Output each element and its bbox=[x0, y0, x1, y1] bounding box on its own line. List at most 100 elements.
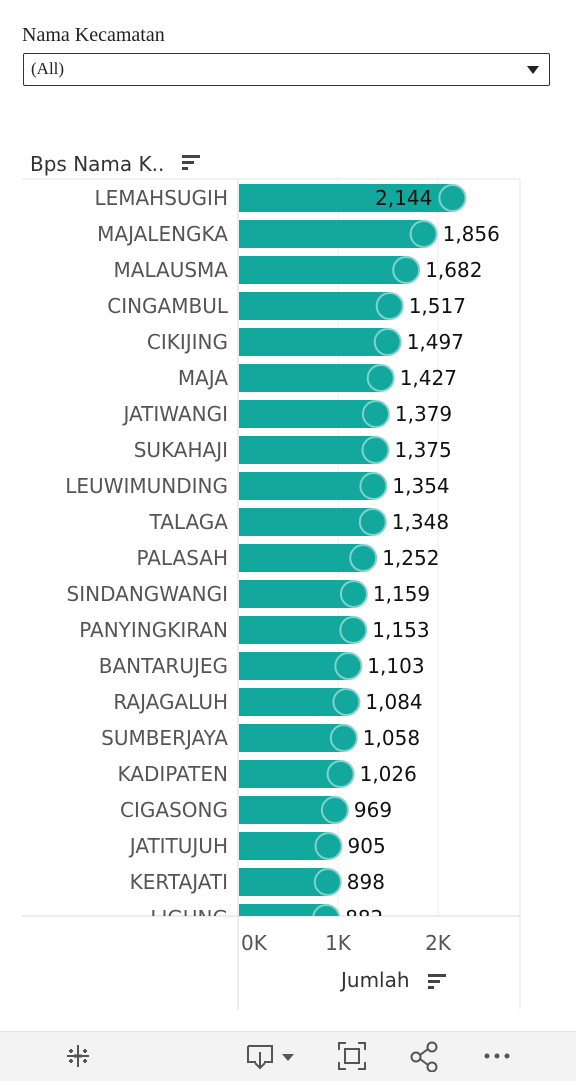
bar-end-marker bbox=[392, 256, 421, 284]
category-label: SUMBERJAYA bbox=[101, 726, 228, 750]
category-label: PANYINGKIRAN bbox=[79, 618, 228, 642]
category-label: CIGASONG bbox=[120, 798, 228, 822]
bar bbox=[239, 688, 347, 716]
bar bbox=[239, 580, 354, 608]
bar-chart: LEMAHSUGIH 2,144 MAJALENGKA 1,856 MALAUSMA 1,… bbox=[22, 178, 521, 1010]
bar-end-marker bbox=[361, 436, 390, 464]
more-icon[interactable] bbox=[482, 1040, 514, 1072]
sort-descending-icon-axis[interactable] bbox=[428, 973, 448, 991]
toolbar bbox=[0, 1031, 576, 1081]
category-label: PALASAH bbox=[136, 546, 228, 570]
category-label: LEMAHSUGIH bbox=[94, 186, 228, 210]
value-label: 1,354 bbox=[392, 474, 449, 498]
bar-end-marker bbox=[349, 544, 378, 572]
bar-end-marker bbox=[409, 220, 438, 248]
bar bbox=[239, 508, 373, 536]
bar-end-marker bbox=[373, 328, 402, 356]
bar-end-marker bbox=[375, 292, 404, 320]
value-label: 1,427 bbox=[400, 366, 457, 390]
value-label: 1,084 bbox=[365, 690, 422, 714]
fullscreen-icon[interactable] bbox=[336, 1040, 368, 1072]
bar-end-marker bbox=[359, 472, 388, 500]
value-label: 1,159 bbox=[373, 582, 430, 606]
x-axis-title[interactable]: Jumlah bbox=[341, 968, 410, 992]
bar-end-marker bbox=[314, 832, 343, 860]
category-label: SUKAHAJI bbox=[134, 438, 228, 462]
value-label: 1,856 bbox=[443, 222, 500, 246]
bar bbox=[239, 760, 341, 788]
bar-end-marker bbox=[438, 184, 467, 212]
bar bbox=[239, 616, 354, 644]
bar bbox=[239, 868, 328, 896]
bar bbox=[239, 796, 335, 824]
bar-end-marker bbox=[313, 868, 342, 896]
bar bbox=[239, 328, 388, 356]
filter-selected-value: (All) bbox=[31, 59, 65, 78]
filter-label: Nama Kecamatan bbox=[22, 24, 165, 46]
value-label: 1,497 bbox=[407, 330, 464, 354]
bars-group: LEMAHSUGIH 2,144 MAJALENGKA 1,856 MALAUSMA 1,… bbox=[65, 184, 500, 930]
category-label: RAJAGALUH bbox=[113, 690, 228, 714]
bar-end-marker bbox=[312, 904, 341, 916]
share-icon[interactable] bbox=[408, 1040, 440, 1072]
value-label: 1,103 bbox=[367, 654, 424, 678]
bar bbox=[239, 832, 329, 860]
value-label: 1,058 bbox=[363, 726, 420, 750]
bar bbox=[239, 256, 407, 284]
value-label: 1,252 bbox=[382, 546, 439, 570]
category-label: KERTAJATI bbox=[130, 870, 228, 894]
bar bbox=[239, 724, 344, 752]
tableau-logo-icon[interactable] bbox=[62, 1040, 94, 1072]
value-label: 1,026 bbox=[360, 762, 417, 786]
value-label: 898 bbox=[347, 870, 385, 894]
value-label: 905 bbox=[348, 834, 386, 858]
category-label: JATIWANGI bbox=[121, 402, 228, 426]
value-label: 1,375 bbox=[395, 438, 452, 462]
category-label: MALAUSMA bbox=[114, 258, 229, 282]
bar bbox=[239, 436, 376, 464]
bar-end-marker bbox=[339, 580, 368, 608]
category-label: SINDANGWANGI bbox=[67, 582, 228, 606]
tick-label: 2K bbox=[425, 931, 452, 955]
value-label: 1,379 bbox=[395, 402, 452, 426]
bar bbox=[239, 400, 376, 428]
bar-end-marker bbox=[339, 616, 368, 644]
row-header-label[interactable]: Bps Nama K.. bbox=[30, 152, 165, 176]
category-label: BANTARUJEG bbox=[99, 654, 228, 678]
download-icon[interactable] bbox=[244, 1040, 298, 1072]
category-label: CINGAMBUL bbox=[107, 294, 229, 318]
category-label: MAJA bbox=[178, 366, 228, 390]
category-label: LEUWIMUNDING bbox=[65, 474, 228, 498]
tick-label: 0K bbox=[241, 931, 268, 955]
bar bbox=[239, 904, 327, 916]
bar-end-marker bbox=[366, 364, 395, 392]
value-label: 1,153 bbox=[372, 618, 429, 642]
bar-end-marker bbox=[332, 688, 361, 716]
bar-end-marker bbox=[361, 400, 390, 428]
sort-descending-icon[interactable] bbox=[182, 154, 202, 172]
value-label: 882 bbox=[345, 906, 383, 930]
bar-end-marker bbox=[334, 652, 363, 680]
filter-dropdown[interactable]: (All) bbox=[23, 53, 550, 86]
bar bbox=[239, 472, 374, 500]
bar bbox=[239, 364, 381, 392]
chevron-down-icon bbox=[527, 66, 539, 74]
value-label: 2,144 bbox=[375, 186, 432, 210]
bar-end-marker bbox=[358, 508, 387, 536]
bar bbox=[239, 184, 453, 212]
bar bbox=[239, 652, 349, 680]
tick-label: 1K bbox=[325, 931, 352, 955]
bar bbox=[239, 544, 364, 572]
bar bbox=[239, 292, 390, 320]
value-label: 1,348 bbox=[392, 510, 449, 534]
bar-end-marker bbox=[320, 796, 349, 824]
category-label: LIGUNG bbox=[150, 906, 228, 930]
bar-end-marker bbox=[329, 724, 358, 752]
value-label: 1,517 bbox=[409, 294, 466, 318]
value-label: 1,682 bbox=[425, 258, 482, 282]
category-label: MAJALENGKA bbox=[97, 222, 228, 246]
category-label: TALAGA bbox=[149, 510, 229, 534]
category-label: KADIPATEN bbox=[118, 762, 228, 786]
bar-end-marker bbox=[326, 760, 355, 788]
category-label: CIKIJING bbox=[147, 330, 228, 354]
